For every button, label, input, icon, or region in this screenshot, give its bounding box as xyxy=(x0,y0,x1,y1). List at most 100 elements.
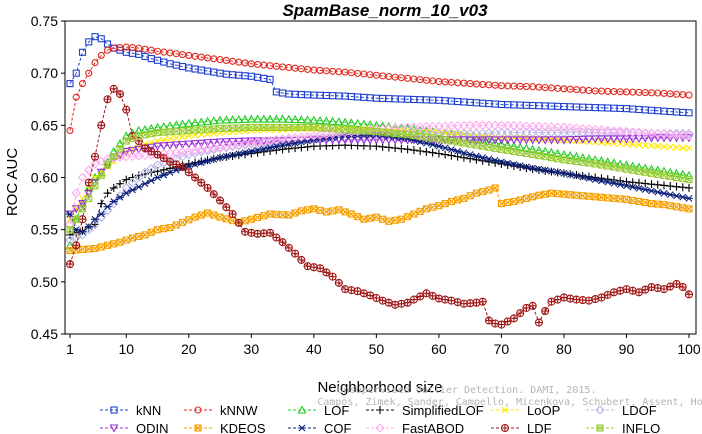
point-cof-k58 xyxy=(422,139,431,147)
point-simplifiedlof-k54 xyxy=(397,144,406,153)
point-odin-k14 xyxy=(146,143,156,152)
point-kdeos-k60 xyxy=(435,202,443,210)
x-axis: 1 10 20 30 40 50 60 70 80 90 100 xyxy=(66,334,701,357)
point-simplifiedlof-k56 xyxy=(409,146,418,155)
point-loop-k100 xyxy=(685,144,693,152)
point-ldf-k80 xyxy=(559,293,568,302)
point-inflo-k22 xyxy=(197,126,205,134)
point-simplifiedlof-k91 xyxy=(628,178,637,187)
point-cof-k38 xyxy=(297,138,306,146)
point-cof-k24 xyxy=(209,155,218,163)
series-line-ldof xyxy=(69,132,689,241)
point-cof-k79 xyxy=(553,168,562,176)
point-odin-k95 xyxy=(653,134,663,143)
point-odin-k70 xyxy=(497,136,506,145)
point-fastabod-k84 xyxy=(584,124,594,134)
point-cof-k12 xyxy=(134,183,143,191)
point-odin-k49 xyxy=(365,136,375,145)
point-lof-k21 xyxy=(190,117,200,127)
point-kdeos-k65 xyxy=(466,192,474,200)
point-simplifiedlof-k61 xyxy=(441,150,450,159)
legend-marker xyxy=(500,423,510,433)
point-ldf-k61 xyxy=(441,295,450,304)
point-cof-k97 xyxy=(666,191,675,198)
x-tick-label: 60 xyxy=(431,341,447,357)
point-odin-k85 xyxy=(590,135,600,144)
point-fastabod-k68 xyxy=(484,120,494,131)
legend-marker xyxy=(194,424,202,432)
point-loop-k93 xyxy=(641,141,649,149)
point-ldf-k23 xyxy=(203,183,212,192)
point-lof-k27 xyxy=(228,115,237,124)
legend-item-inflo: INFLO xyxy=(586,421,660,434)
point-ldof-k8 xyxy=(108,198,119,209)
point-ldf-k22 xyxy=(197,178,206,187)
point-simplifiedlof-k89 xyxy=(616,176,625,185)
point-ldf-k75 xyxy=(528,301,537,310)
legend-label: kNNW xyxy=(220,403,258,418)
point-knnw-k2 xyxy=(72,93,80,101)
point-odin-k94 xyxy=(647,134,656,143)
legend-marker xyxy=(194,406,202,414)
legend-label: LDOF xyxy=(622,403,657,418)
point-lof-k4 xyxy=(84,183,94,192)
point-odin-k77 xyxy=(540,136,550,145)
point-ldf-k16 xyxy=(159,154,168,163)
point-ldf-k5 xyxy=(90,152,100,161)
point-fastabod-k89 xyxy=(615,126,625,136)
point-loop-k18 xyxy=(172,134,180,142)
point-kdeos-k25 xyxy=(216,213,224,221)
point-ldof-k100 xyxy=(684,128,694,139)
point-inflo-k63 xyxy=(454,138,462,146)
point-knnw-k7 xyxy=(103,46,112,54)
point-cof-k4 xyxy=(84,223,93,230)
point-fastabod-k95 xyxy=(652,128,663,139)
point-odin-k10 xyxy=(121,147,131,157)
point-lof-k78 xyxy=(547,147,556,157)
point-kdeos-k52 xyxy=(385,217,393,225)
point-ldof-k10 xyxy=(121,183,132,193)
point-kdeos-k5 xyxy=(91,244,99,252)
point-fastabod-k94 xyxy=(646,128,657,139)
point-ldf-k81 xyxy=(566,294,575,303)
point-kdeos-k31 xyxy=(254,213,262,222)
point-ldf-k100 xyxy=(684,290,694,299)
point-cof-k73 xyxy=(516,162,525,169)
legend-label: INFLO xyxy=(622,421,660,434)
point-kdeos-k45 xyxy=(341,208,349,216)
point-loop-k99 xyxy=(679,144,687,152)
point-simplifiedlof-k99 xyxy=(678,183,687,192)
series-inflo xyxy=(66,123,693,234)
point-lof-k10 xyxy=(121,131,131,140)
series-knn xyxy=(66,33,693,117)
point-lof-k32 xyxy=(259,114,269,123)
point-kdeos-k11 xyxy=(128,234,137,242)
point-cof-k78 xyxy=(547,167,556,175)
point-ldf-k55 xyxy=(403,298,412,307)
point-cof-k98 xyxy=(672,192,681,200)
point-odin-k19 xyxy=(178,140,187,150)
point-inflo-k25 xyxy=(216,124,224,133)
point-ldf-k71 xyxy=(503,317,512,326)
point-lof-k5 xyxy=(90,172,100,182)
point-lof-k70 xyxy=(497,139,506,148)
point-lof-k89 xyxy=(615,159,625,168)
point-kdeos-k24 xyxy=(210,211,218,219)
point-cof-k32 xyxy=(259,145,268,153)
point-kdeos-k49 xyxy=(366,214,374,222)
y-tick-label: 0.70 xyxy=(31,65,58,81)
point-cof-k77 xyxy=(541,166,550,174)
point-lof-k9 xyxy=(115,138,125,148)
point-ldof-k11 xyxy=(127,177,138,188)
point-lof-k28 xyxy=(234,114,244,124)
point-lof-k12 xyxy=(134,125,144,135)
point-lof-k31 xyxy=(253,114,262,123)
point-simplifiedlof-k58 xyxy=(422,147,431,156)
point-simplifiedlof-k95 xyxy=(653,180,662,189)
point-simplifiedlof-k55 xyxy=(403,145,412,154)
point-simplifiedlof-k97 xyxy=(666,182,675,191)
point-simplifiedlof-k60 xyxy=(434,149,443,158)
point-lof-k72 xyxy=(509,141,519,150)
y-tick-label: 0.65 xyxy=(31,117,58,133)
point-lof-k74 xyxy=(522,143,531,152)
